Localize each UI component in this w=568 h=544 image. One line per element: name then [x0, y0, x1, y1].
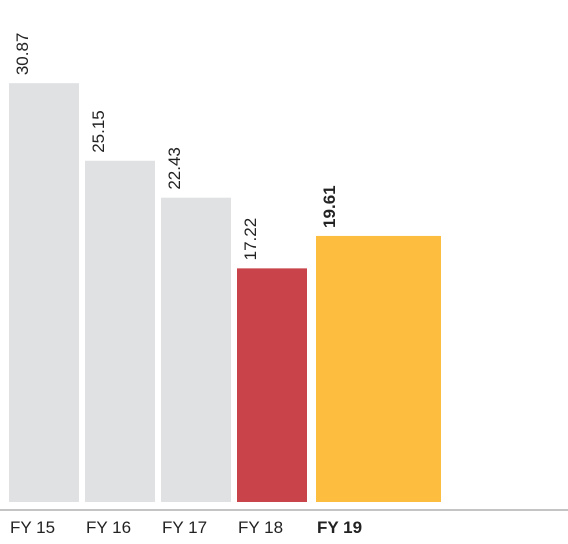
x-tick-label: FY 16 — [86, 518, 131, 537]
value-label: 30.87 — [13, 33, 32, 76]
bar — [161, 197, 231, 503]
bar — [316, 235, 441, 502]
x-tick-label: FY 15 — [10, 518, 55, 537]
bar — [9, 83, 79, 502]
x-tick-label: FY 19 — [317, 518, 362, 537]
x-tick-label: FY 18 — [238, 518, 283, 537]
x-tick-label: FY 17 — [162, 518, 207, 537]
value-label: 19.61 — [320, 185, 339, 228]
value-label: 25.15 — [89, 110, 108, 153]
value-label: 17.22 — [241, 218, 260, 261]
bar — [237, 268, 307, 502]
value-label: 22.43 — [165, 147, 184, 190]
bar — [85, 160, 155, 502]
